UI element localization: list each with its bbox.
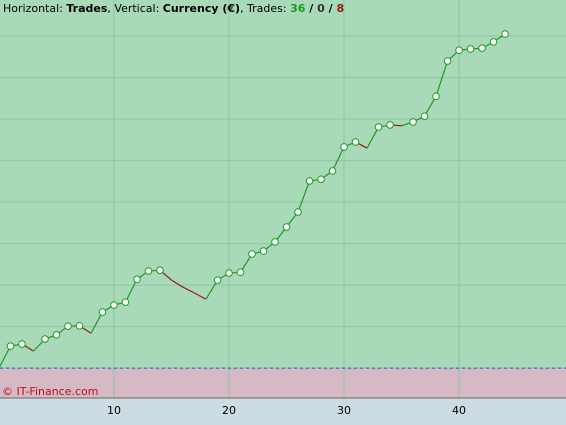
equity-segment bbox=[435, 60, 449, 97]
trade-marker bbox=[133, 275, 141, 284]
trade-marker bbox=[317, 175, 325, 184]
trade-marker bbox=[282, 223, 291, 231]
trade-marker bbox=[6, 342, 15, 350]
title-part: , Vertical: bbox=[107, 2, 162, 15]
trade-marker bbox=[340, 143, 348, 151]
trade-marker bbox=[386, 121, 394, 129]
title-part: , Trades: bbox=[240, 2, 290, 15]
x-tick-label: 10 bbox=[107, 404, 121, 417]
profit-area bbox=[0, 0, 566, 369]
trade-marker bbox=[75, 321, 84, 330]
trade-marker bbox=[489, 38, 498, 46]
equity-segment bbox=[331, 146, 345, 172]
equity-segment bbox=[182, 286, 195, 294]
trade-marker bbox=[443, 57, 452, 65]
equity-segment bbox=[297, 180, 311, 213]
trade-marker bbox=[328, 167, 337, 175]
trade-marker bbox=[420, 112, 429, 121]
title-part: Horizontal: bbox=[3, 2, 66, 15]
trade-marker bbox=[110, 301, 118, 309]
equity-segment bbox=[90, 311, 104, 334]
trade-marker bbox=[271, 238, 279, 246]
x-tick-label: 30 bbox=[337, 404, 351, 417]
trade-marker bbox=[18, 340, 26, 348]
trade-marker bbox=[248, 250, 256, 258]
equity-segment bbox=[0, 345, 11, 368]
chart-title: Horizontal: Trades, Vertical: Currency (… bbox=[3, 2, 344, 15]
trade-marker bbox=[144, 267, 153, 275]
title-part: / bbox=[305, 2, 317, 15]
trade-marker bbox=[121, 298, 130, 306]
title-part: Currency (€) bbox=[163, 2, 240, 15]
trade-marker bbox=[64, 322, 72, 331]
trade-marker bbox=[455, 46, 463, 55]
title-part: Trades bbox=[66, 2, 107, 15]
x-tick-label: 20 bbox=[222, 404, 236, 417]
trade-marker bbox=[478, 44, 486, 52]
trade-marker bbox=[432, 92, 440, 101]
win-count: 36 bbox=[290, 2, 306, 15]
trade-marker bbox=[501, 30, 509, 38]
trade-marker bbox=[305, 177, 314, 185]
trade-marker bbox=[213, 276, 222, 284]
trade-marker bbox=[374, 123, 383, 131]
equity-segment bbox=[366, 126, 380, 149]
trade-marker bbox=[236, 268, 245, 277]
loss-area bbox=[0, 368, 566, 398]
x-tick-label: 40 bbox=[452, 404, 466, 417]
equity-segment bbox=[194, 292, 207, 300]
trade-marker bbox=[156, 266, 164, 274]
equity-segment bbox=[171, 279, 184, 288]
trade-marker bbox=[466, 45, 475, 53]
trade-marker bbox=[98, 308, 107, 316]
trade-marker bbox=[52, 331, 61, 339]
title-part: / bbox=[325, 2, 337, 15]
watermark: © IT-Finance.com bbox=[2, 385, 99, 398]
trade-marker bbox=[409, 118, 417, 126]
trade-marker bbox=[294, 208, 302, 216]
equity-segment bbox=[424, 95, 437, 117]
trade-marker bbox=[351, 138, 360, 146]
loss-count: 8 bbox=[336, 2, 344, 15]
trade-marker bbox=[41, 335, 49, 343]
even-count: 0 bbox=[317, 2, 325, 15]
equity-segment bbox=[124, 279, 138, 303]
trade-marker bbox=[259, 247, 268, 255]
trade-marker bbox=[225, 269, 233, 277]
